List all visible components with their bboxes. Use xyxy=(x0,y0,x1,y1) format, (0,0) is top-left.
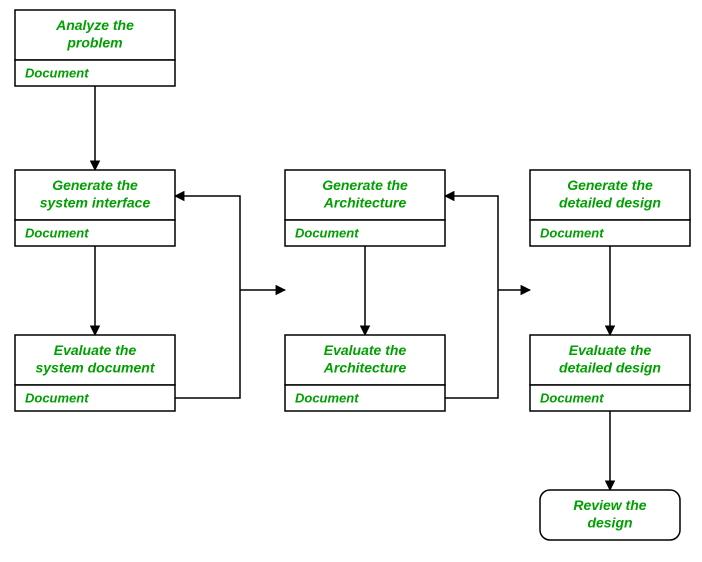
node-eval_detail: Evaluate thedetailed design Document xyxy=(530,335,690,411)
node-title-line: design xyxy=(587,514,632,530)
node-doc-label: Document xyxy=(25,225,89,240)
node-title-line: problem xyxy=(66,34,122,50)
node-title-line: Architecture xyxy=(323,194,407,210)
edge-e8 xyxy=(445,196,498,398)
node-doc-label: Document xyxy=(295,390,359,405)
node-analyze: Analyze theproblem Document xyxy=(15,10,175,86)
node-title-line: system interface xyxy=(40,194,151,210)
node-title-line: Evaluate the xyxy=(54,342,137,358)
node-title-line: Evaluate the xyxy=(569,342,652,358)
node-title-line: Generate the xyxy=(322,177,408,193)
node-title-line: detailed design xyxy=(559,194,661,210)
node-eval_sys: Evaluate thesystem document Document xyxy=(15,335,175,411)
edges-layer xyxy=(95,86,610,490)
node-doc-label: Document xyxy=(25,65,89,80)
edge-e6 xyxy=(175,196,240,398)
node-title-line: system document xyxy=(35,359,155,375)
node-title-line: Generate the xyxy=(52,177,138,193)
node-title-line: Analyze the xyxy=(55,17,134,33)
node-title-line: detailed design xyxy=(559,359,661,375)
nodes-layer: Analyze theproblemDocumentGenerate thesy… xyxy=(15,10,690,540)
node-doc-label: Document xyxy=(25,390,89,405)
node-review: Review thedesign xyxy=(540,490,680,540)
node-doc-label: Document xyxy=(540,225,604,240)
node-doc-label: Document xyxy=(540,390,604,405)
node-title-line: Review the xyxy=(573,497,646,513)
node-gen_iface: Generate thesystem interface Document xyxy=(15,170,175,246)
node-eval_arch: Evaluate theArchitecture Document xyxy=(285,335,445,411)
node-title-line: Architecture xyxy=(323,359,407,375)
node-title-line: Generate the xyxy=(567,177,653,193)
node-title-line: Evaluate the xyxy=(324,342,407,358)
node-gen_detail: Generate thedetailed design Document xyxy=(530,170,690,246)
node-doc-label: Document xyxy=(295,225,359,240)
node-gen_arch: Generate theArchitecture Document xyxy=(285,170,445,246)
